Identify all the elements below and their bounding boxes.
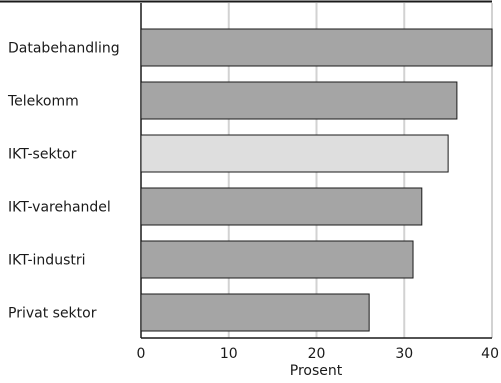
x-tick-label: 30 [395, 346, 413, 362]
bar-ikt-sektor [140, 134, 449, 173]
bars-layer [140, 28, 493, 332]
category-label: IKT-industri [8, 253, 86, 269]
bar-ikt-industri [140, 240, 414, 279]
x-tick-label: 40 [481, 346, 499, 362]
x-tick-label: 20 [308, 346, 326, 362]
category-label: Databehandling [8, 41, 120, 57]
category-label: Privat sektor [8, 306, 97, 322]
bar-telekomm [140, 81, 458, 120]
bar-databehandling [140, 28, 493, 67]
x-axis-ticks: 0 10 20 30 40 [137, 346, 499, 362]
bar-ikt-varehandel [140, 187, 423, 226]
x-axis-label: Prosent [290, 363, 343, 379]
category-labels: Databehandling Telekomm IKT-sektor IKT-vare… [7, 41, 120, 322]
category-label: IKT-sektor [8, 147, 77, 163]
bar-privat-sektor [140, 293, 370, 332]
category-label: IKT-varehandel [8, 200, 111, 216]
x-tick-label: 10 [220, 346, 238, 362]
x-tick-label: 0 [137, 346, 146, 362]
category-label: Telekomm [7, 94, 79, 110]
